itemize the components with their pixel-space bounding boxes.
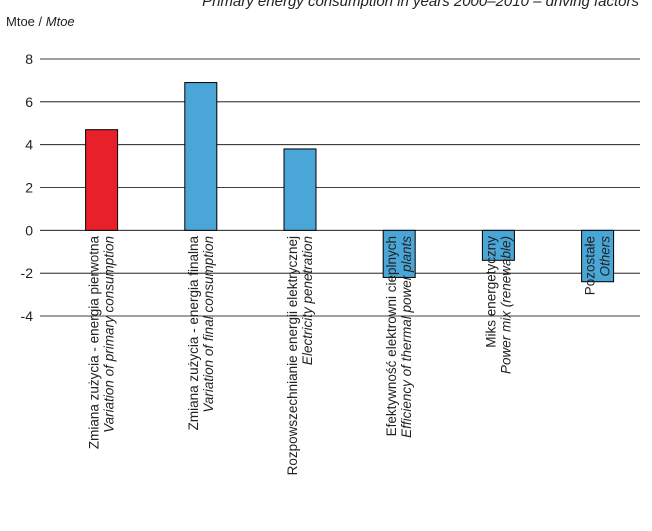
bar <box>581 229 615 283</box>
y-tick-layer: 8 6 4 2 0 -2 -4 <box>21 51 34 324</box>
category-label-pl: Pozostałe <box>583 236 598 295</box>
y-tick-label: 8 <box>25 51 33 67</box>
y-tick-label: 2 <box>25 180 33 196</box>
category-label: Miks energetyczny Power mix (renewable) <box>483 236 513 374</box>
y-unit-pl: Mtoe <box>6 14 35 29</box>
category-label-en: Power mix (renewable) <box>498 236 513 374</box>
category-label: Zmiana zużycia - energia finalna Variatio… <box>186 236 216 431</box>
category-label: Rozpowszechnianie energii elektrycznej El… <box>285 236 315 475</box>
category-label-pl: Zmiana zużycia - energia finalna <box>186 236 201 431</box>
category-label-en: Variation of final consumption <box>201 236 216 413</box>
category-label: Zmiana zużycia - energia pierwotna Variat… <box>87 236 117 450</box>
y-tick-label: -4 <box>21 308 34 324</box>
category-label: Efektywność elektrowni cieplnych Efficien… <box>384 236 414 438</box>
y-unit-separator: / <box>35 14 46 29</box>
y-tick-label: -2 <box>21 265 34 281</box>
category-label-en: Efficiency of thermal power plants <box>399 236 414 438</box>
bar <box>481 229 515 261</box>
category-label-pl: Zmiana zużycia - energia pierwotna <box>87 236 102 450</box>
bar <box>283 148 317 231</box>
category-label-pl: Miks energetyczny <box>483 236 498 348</box>
category-label: Pozostałe Others <box>583 236 613 296</box>
category-label-pl: Efektywność elektrowni cieplnych <box>384 236 399 436</box>
bar <box>184 82 218 231</box>
y-tick-label: 4 <box>25 137 33 153</box>
y-tick-label: 6 <box>25 94 33 110</box>
chart-title: Primary energy consumption in years 2000… <box>202 0 639 10</box>
category-label-en: Electricity penetration <box>300 236 315 365</box>
category-label-pl: Rozpowszechnianie energii elektrycznej <box>285 236 300 475</box>
y-unit-en: Mtoe <box>46 14 75 29</box>
bar <box>382 229 416 278</box>
y-unit-label: Mtoe / Mtoe <box>6 14 75 29</box>
y-tick-label: 0 <box>25 222 33 238</box>
grid-layer <box>40 58 640 317</box>
bar-layer <box>85 82 615 283</box>
bar <box>85 129 119 231</box>
category-label-en: Variation of primary consumption <box>102 236 117 433</box>
category-label-en: Others <box>598 236 613 277</box>
category-label-layer: Zmiana zużycia - energia pierwotna Variat… <box>87 236 613 476</box>
